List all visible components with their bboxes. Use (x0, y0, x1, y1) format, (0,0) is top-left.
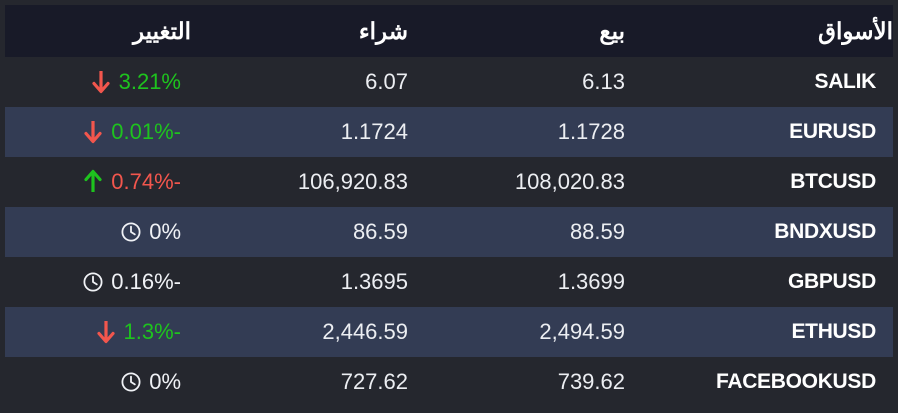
change-percent: 0% (149, 369, 181, 394)
market-symbol: GBPUSD (787, 270, 876, 293)
column-header-change: التغيير (132, 17, 191, 44)
cell-buy: 1.1724 (191, 119, 408, 145)
column-header-sell: بيع (599, 17, 625, 44)
cell-sell: 739.62 (408, 369, 625, 395)
change-percent: 0.01%- (111, 119, 181, 144)
cell-market: BNDXUSD (625, 220, 893, 244)
cell-sell: 1.3699 (408, 269, 625, 295)
arrow-down-icon (82, 119, 104, 145)
arrow-down-icon (90, 69, 112, 95)
buy-price: 2,446.59 (322, 319, 408, 344)
table-row-ethusd[interactable]: ETHUSD 2,494.59 2,446.59 1.3%- (5, 307, 893, 357)
sell-price: 6.13 (582, 69, 625, 94)
cell-buy: 86.59 (191, 219, 408, 245)
cell-market: FACEBOOKUSD (625, 370, 893, 394)
buy-price: 1.1724 (340, 119, 408, 144)
change-group: 1.3%- (15, 319, 191, 345)
cell-market: SALIK (625, 70, 893, 94)
change-group: 0% (15, 369, 191, 395)
market-symbol: FACEBOOKUSD (715, 370, 876, 393)
buy-price: 727.62 (340, 369, 408, 394)
change-percent: 0% (149, 219, 181, 244)
table-header-row: الأسواق بيع شراء التغيير (5, 5, 893, 57)
change-percent: 0.74%- (111, 169, 181, 194)
cell-market: BTCUSD (625, 170, 893, 194)
cell-change: 0% (5, 219, 191, 245)
change-group: 0% (15, 219, 191, 245)
market-symbol: ETHUSD (791, 320, 876, 343)
market-symbol: SALIK (814, 70, 876, 93)
change-group: 0.74%- (15, 169, 191, 195)
cell-change: 3.21% (5, 69, 191, 95)
table-row-facebookusd[interactable]: FACEBOOKUSD 739.62 727.62 0% (5, 357, 893, 407)
buy-price: 106,920.83 (297, 169, 408, 194)
buy-price: 6.07 (365, 69, 408, 94)
table-row-bndxusd[interactable]: BNDXUSD 88.59 86.59 0% (5, 207, 893, 257)
table-row-eurusd[interactable]: EURUSD 1.1728 1.1724 0.01%- (5, 107, 893, 157)
cell-change: 1.3%- (5, 319, 191, 345)
cell-sell: 6.13 (408, 69, 625, 95)
sell-price: 1.3699 (557, 269, 625, 294)
cell-sell: 1.1728 (408, 119, 625, 145)
table-body: SALIK 6.13 6.07 3.21% EURUSD 1.1728 1.17… (5, 57, 893, 407)
cell-buy: 727.62 (191, 369, 408, 395)
sell-price: 1.1728 (557, 119, 625, 144)
sell-price: 108,020.83 (514, 169, 625, 194)
table-row-salik[interactable]: SALIK 6.13 6.07 3.21% (5, 57, 893, 107)
cell-buy: 1.3695 (191, 269, 408, 295)
change-percent: 0.16%- (111, 269, 181, 294)
sell-price: 88.59 (569, 219, 625, 244)
table-row-gbpusd[interactable]: GBPUSD 1.3699 1.3695 0.16%- (5, 257, 893, 307)
cell-buy: 2,446.59 (191, 319, 408, 345)
column-header-market: الأسواق (818, 17, 893, 44)
change-percent: 1.3%- (123, 319, 181, 344)
sell-price: 739.62 (557, 369, 625, 394)
cell-change: 0.01%- (5, 119, 191, 145)
cell-buy: 106,920.83 (191, 169, 408, 195)
market-symbol: BTCUSD (790, 170, 876, 193)
cell-change: 0% (5, 369, 191, 395)
cell-market: EURUSD (625, 120, 893, 144)
market-symbol: EURUSD (789, 120, 876, 143)
cell-sell: 88.59 (408, 219, 625, 245)
change-percent: 3.21% (118, 69, 181, 94)
cell-market: ETHUSD (625, 320, 893, 344)
cell-sell: 2,494.59 (408, 319, 625, 345)
arrow-down-icon (95, 319, 117, 345)
cell-change: 0.74%- (5, 169, 191, 195)
table-row-btcusd[interactable]: BTCUSD 108,020.83 106,920.83 0.74%- (5, 157, 893, 207)
column-header-buy: شراء (358, 17, 408, 44)
arrow-up-icon (82, 169, 104, 195)
clock-icon (82, 269, 104, 295)
cell-change: 0.16%- (5, 269, 191, 295)
buy-price: 1.3695 (340, 269, 408, 294)
buy-price: 86.59 (352, 219, 408, 244)
cell-buy: 6.07 (191, 69, 408, 95)
clock-icon (120, 369, 142, 395)
change-group: 3.21% (15, 69, 191, 95)
clock-icon (120, 219, 142, 245)
change-group: 0.01%- (15, 119, 191, 145)
sell-price: 2,494.59 (539, 319, 625, 344)
cell-market: GBPUSD (625, 270, 893, 294)
cell-sell: 108,020.83 (408, 169, 625, 195)
market-symbol: BNDXUSD (774, 220, 876, 243)
change-group: 0.16%- (15, 269, 191, 295)
